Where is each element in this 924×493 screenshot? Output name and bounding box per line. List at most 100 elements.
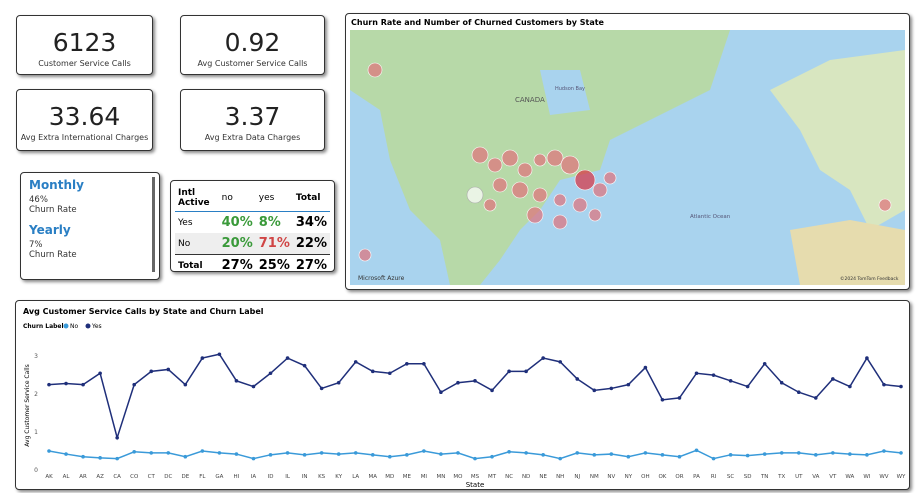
data-point	[336, 380, 341, 385]
x-tick-label: TX	[777, 474, 785, 480]
chart-title: Avg Customer Service Calls by State and …	[23, 307, 264, 316]
data-point	[745, 453, 750, 458]
x-tick-label: CO	[130, 474, 139, 480]
data-point	[677, 454, 682, 459]
data-point	[694, 371, 699, 376]
legend-label: No	[70, 323, 78, 330]
x-tick-label: WA	[845, 474, 854, 480]
y-tick-label: 2	[34, 391, 38, 398]
x-tick-label: UT	[795, 474, 803, 480]
data-point	[81, 454, 85, 459]
data-point	[388, 454, 392, 459]
data-point	[473, 379, 477, 383]
slicer-label: Churn Rate	[29, 250, 77, 260]
data-point	[370, 453, 375, 457]
legend-title: Churn Label	[23, 323, 64, 330]
x-tick-label: MN	[436, 474, 445, 480]
x-tick-label: TN	[760, 474, 768, 480]
y-tick-label: 0	[34, 467, 38, 474]
data-point	[370, 369, 375, 374]
data-point	[592, 388, 597, 393]
data-point	[166, 451, 171, 455]
row-label: Yes	[178, 217, 193, 228]
cell: 71%	[258, 236, 290, 251]
x-tick-label: WY	[897, 474, 906, 480]
kpi-value: 33.64	[48, 102, 121, 131]
data-point	[64, 452, 68, 456]
kpi-label: Customer Service Calls	[38, 59, 131, 68]
data-point	[745, 384, 750, 389]
data-point	[47, 449, 51, 453]
map-label: ©2024 TomTom Feedback	[840, 275, 899, 282]
x-tick-label: KY	[335, 474, 342, 480]
data-point	[779, 380, 784, 385]
x-tick-label: ND	[522, 474, 530, 480]
data-point	[848, 452, 852, 456]
x-tick-label: ID	[268, 474, 274, 480]
slicer-value: 46%	[29, 195, 48, 205]
cell: 27%	[295, 258, 327, 273]
data-point	[814, 453, 818, 457]
slicer-title[interactable]: Yearly	[29, 223, 71, 237]
x-tick-label: WI	[863, 474, 870, 480]
x-tick-label: MI	[421, 474, 428, 480]
data-point	[217, 451, 222, 455]
matrix: Intl Active no yes Total Yes 40% 8% 34% No 20% 7…	[170, 180, 335, 273]
kpi-label: Avg Extra International Charges	[20, 133, 149, 142]
header-cell: yes	[258, 193, 275, 203]
x-tick-label: NM	[590, 474, 599, 480]
slicer: Monthly 46% Churn Rate Yearly 7% Churn R…	[20, 172, 160, 280]
data-point	[285, 356, 290, 360]
data-point	[132, 449, 136, 454]
data-point	[200, 356, 205, 360]
slicer-label: Churn Rate	[29, 205, 77, 215]
x-tick-label: RI	[711, 474, 717, 480]
data-point	[422, 361, 426, 366]
x-tick-label: NY	[625, 474, 633, 480]
data-point	[183, 454, 188, 459]
x-tick-label: VT	[829, 474, 837, 480]
kpi-card: 3.37 Avg Extra Data Charges	[180, 89, 325, 151]
data-point	[319, 386, 324, 391]
row-label: Total	[178, 260, 203, 271]
data-point	[149, 451, 154, 455]
kpi-value: 3.37	[224, 102, 281, 131]
data-point	[575, 377, 580, 381]
x-tick-label: IN	[302, 474, 308, 480]
map-label: Hudson Bay	[555, 86, 585, 92]
data-point	[865, 453, 869, 457]
data-point	[694, 448, 699, 453]
data-point	[319, 451, 324, 455]
x-tick-label: MS	[471, 474, 480, 480]
y-axis-label: Avg Customer Service Calls	[24, 364, 31, 446]
data-point	[251, 456, 256, 461]
x-tick-label: MD	[385, 474, 394, 480]
header-cell: Total	[295, 193, 321, 203]
data-point	[899, 451, 903, 455]
cell: 8%	[258, 215, 281, 230]
data-point	[47, 382, 51, 387]
series-line	[48, 353, 902, 441]
kpi-card: 6123 Customer Service Calls	[16, 15, 153, 75]
x-tick-label: ME	[403, 474, 412, 480]
data-point	[677, 396, 682, 400]
data-point	[796, 451, 801, 455]
cell: 20%	[221, 236, 253, 251]
x-tick-label: NE	[539, 474, 547, 480]
x-tick-label: DC	[164, 474, 172, 480]
data-point	[132, 382, 136, 387]
data-point	[865, 356, 869, 360]
data-point	[762, 452, 767, 456]
x-tick-label: IL	[285, 474, 291, 480]
x-tick-label: AR	[79, 474, 87, 480]
data-point	[422, 449, 426, 453]
data-point	[848, 384, 852, 389]
data-point	[285, 451, 290, 455]
data-point	[814, 396, 818, 400]
slicer-title[interactable]: Monthly	[29, 178, 84, 192]
data-point	[268, 371, 273, 376]
data-point	[336, 452, 341, 456]
data-point	[779, 451, 784, 455]
data-point	[609, 386, 614, 391]
